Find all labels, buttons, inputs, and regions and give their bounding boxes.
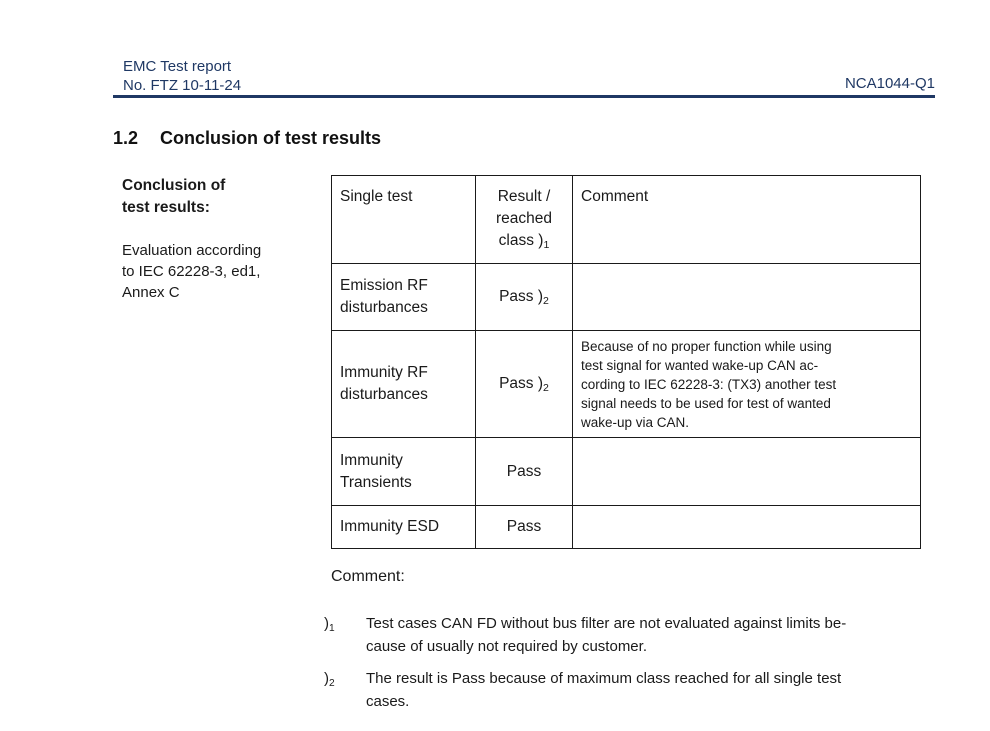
header-rule (113, 95, 935, 98)
margin-label-line: Conclusion of (122, 177, 226, 194)
footnote-marker-glyph: ) (324, 615, 329, 632)
footnote-line: The result is Pass because of maximum cl… (366, 670, 842, 687)
margin-note-line: Annex C (122, 284, 180, 301)
test-name-line: disturbances (340, 299, 428, 316)
footnote-line: cause of usually not required by custome… (366, 638, 647, 655)
footnote: )2 The result is Pass because of maximum… (324, 667, 944, 713)
document-id: NCA1044-Q1 (844, 75, 935, 92)
footnote-marker-1: )1 (324, 612, 366, 658)
table-row: Immunity Transients Pass (331, 437, 921, 506)
footnote-marker-sub: 2 (329, 678, 335, 689)
result-value: Pass ) (499, 375, 544, 392)
report-number: No. FTZ 10-11-24 (123, 77, 242, 94)
comment-line: cording to IEC 62228-3: (TX3) another te… (581, 376, 837, 392)
result-header-line: class )1 (478, 230, 570, 252)
table-row: Immunity ESD Pass (331, 505, 921, 549)
test-name-line: Transients (340, 473, 412, 491)
table-row: Immunity RF disturbances Pass )2 Because… (331, 330, 921, 438)
margin-note-line: to IEC 62228-3, ed1, (122, 263, 261, 280)
col-header-result: Result / reached class )1 (475, 175, 573, 264)
footnote-line: Test cases CAN FD without bus filter are… (366, 615, 847, 632)
footnote-ref-1: 1 (543, 239, 550, 251)
cell-test-name: Immunity Transients (331, 437, 476, 506)
footnote-marker-glyph: ) (324, 670, 329, 687)
result-header-line: reached (495, 210, 552, 227)
footnote: )1 Test cases CAN FD without bus filter … (324, 612, 944, 658)
result-value: Pass (506, 462, 542, 480)
test-name-line: Immunity ESD (340, 518, 440, 535)
footnote-text: Test cases CAN FD without bus filter are… (366, 612, 944, 658)
test-name-line: Immunity RF (340, 364, 428, 381)
result-value: Pass (506, 518, 542, 535)
section-title: Conclusion of test results (160, 128, 382, 148)
footnote-ref-2: 2 (543, 382, 549, 394)
cell-test-name: Immunity ESD (331, 505, 476, 549)
footnote-marker-2: )2 (324, 667, 366, 713)
margin-label-line: test results: (122, 199, 210, 216)
cell-test-name: Immunity RF disturbances (331, 330, 476, 438)
footnote-line: cases. (366, 693, 410, 710)
result-header-text: class ) (498, 232, 544, 249)
comment-label: Comment: (331, 568, 405, 585)
result-value: Pass ) (499, 288, 544, 305)
cell-result: Pass (475, 437, 573, 506)
comment-line: signal needs to be used for test of want… (581, 395, 831, 411)
report-type: EMC Test report (123, 58, 232, 75)
footnote-text: The result is Pass because of maximum cl… (366, 667, 944, 713)
cell-comment (572, 505, 921, 549)
footnotes: )1 Test cases CAN FD without bus filter … (324, 612, 944, 713)
cell-comment: Because of no proper function while usin… (572, 330, 921, 438)
report-header-text: EMC Test report No. FTZ 10-11-24 (123, 57, 241, 95)
footnote-marker-sub: 1 (329, 623, 335, 634)
results-table: Single test Result / reached class )1 Co… (331, 175, 921, 549)
test-name-line: disturbances (340, 386, 428, 403)
section-heading: 1.2 Conclusion of test results (113, 128, 381, 149)
cell-test-name: Emission RF disturbances (331, 263, 476, 331)
table-header-row: Single test Result / reached class )1 Co… (331, 175, 921, 264)
footnote-ref-2: 2 (543, 295, 549, 307)
comment-line: Because of no proper function while usin… (581, 338, 832, 354)
margin-note-line: Evaluation according (122, 242, 262, 259)
table-row: Emission RF disturbances Pass )2 (331, 263, 921, 331)
comment-text: Because of no proper function while usin… (581, 337, 912, 432)
margin-label: Conclusion of test results: (122, 175, 327, 219)
comment-line: wake-up via CAN. (581, 414, 690, 430)
cell-comment (572, 263, 921, 331)
cell-comment (572, 437, 921, 506)
comment-line: test signal for wanted wake-up CAN ac- (581, 357, 819, 373)
cell-result: Pass )2 (475, 263, 573, 331)
col-header-single-test: Single test (331, 175, 476, 264)
result-header-line: Result / (497, 188, 551, 205)
margin-note: Evaluation according to IEC 62228-3, ed1… (122, 240, 327, 303)
test-name-line: Immunity (340, 451, 403, 469)
test-name-line: Emission RF (340, 277, 428, 294)
margin-block: Conclusion of test results: Evaluation a… (122, 175, 327, 303)
col-header-comment: Comment (572, 175, 921, 264)
cell-result: Pass (475, 505, 573, 549)
section-number: 1.2 (113, 128, 139, 148)
cell-result: Pass )2 (475, 330, 573, 438)
